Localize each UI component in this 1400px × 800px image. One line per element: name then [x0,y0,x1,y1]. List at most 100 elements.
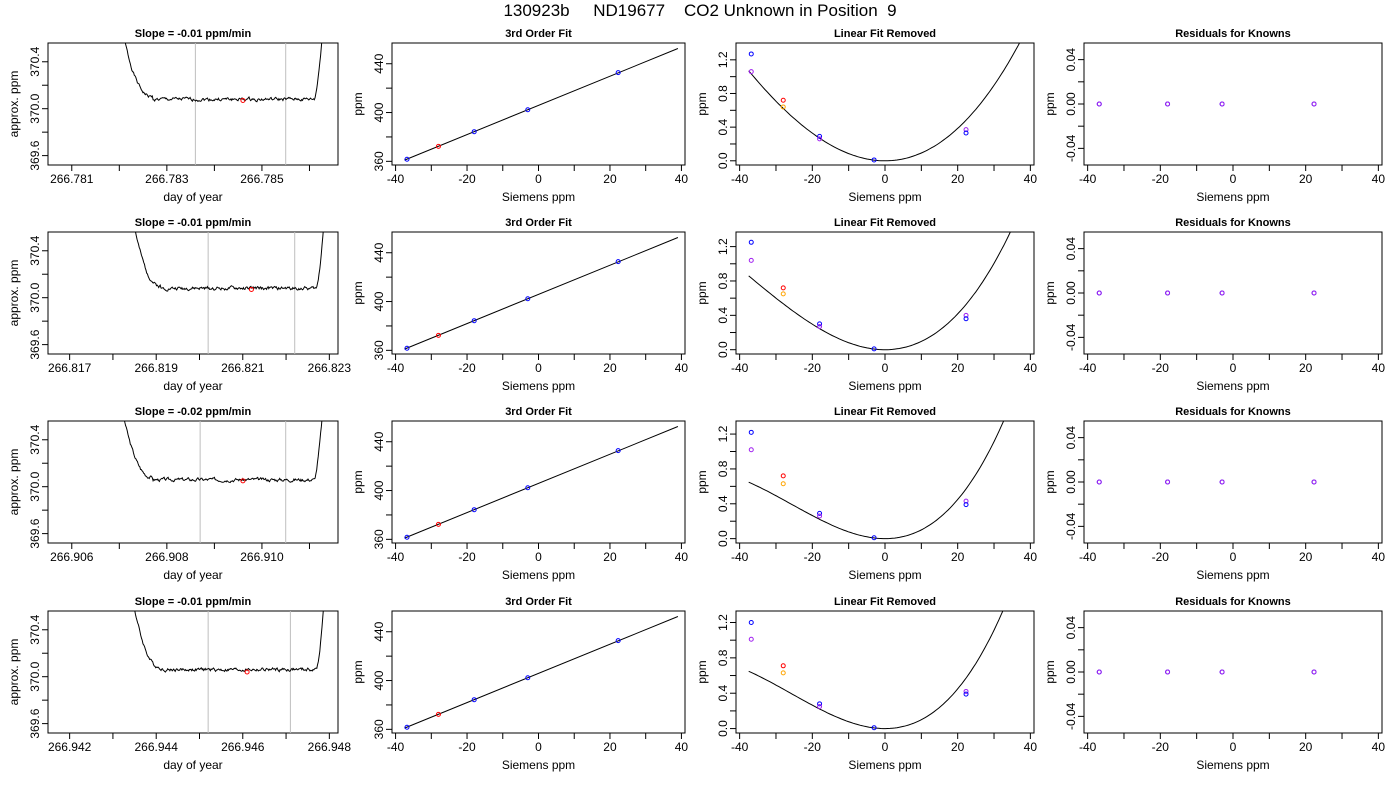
chart-13-plot-frame [47,610,339,734]
chart-6-data-point [404,345,410,351]
chart-12-plot-frame [1083,420,1383,544]
chart-12-x-tick-label: 40 [1372,550,1386,564]
chart-4-x-tick-label: -20 [1152,172,1170,186]
chart-5-title: Slope = -0.01 ppm/min [135,217,252,229]
chart-3-data-point [748,69,754,75]
chart-4-plot-frame [1083,42,1383,166]
chart-11-y-axis-label: ppm [695,470,709,493]
chart-11-data-point [780,481,786,487]
chart-5-y-tick-label: 369.6 [28,329,42,359]
chart-3-data-point [871,157,877,163]
chart-5-y-tick-label: 370.0 [28,282,42,312]
chart-12-x-tick-label: -40 [1079,550,1097,564]
chart-3-y-tick-label: 0.0 [716,152,730,169]
chart-14-data-point [435,711,441,717]
chart-14-fit-curve [404,616,679,729]
chart-2-fit-curve [404,48,679,161]
chart-9-x-axis-label: day of year [163,568,222,582]
chart-1-unknown-marker [240,97,246,103]
chart-12-x-tick-label: -20 [1152,550,1170,564]
chart-15-x-tick-label: 20 [951,740,965,754]
chart-5-unknown-marker [248,286,254,292]
chart-16-x-tick-label: -40 [1079,740,1097,754]
chart-4-x-tick-label: 40 [1372,172,1386,186]
chart-8-data-point [1096,290,1102,296]
chart-10-x-axis-label: Siemens ppm [502,568,575,582]
chart-10-fit-curve [404,426,679,539]
chart-6-plot-frame [391,231,686,355]
chart-3-data-point [780,104,786,110]
chart-7-x-tick-label: -20 [804,361,822,375]
chart-11-x-tick-label: 0 [882,550,889,564]
chart-7-plot-frame [735,231,1035,355]
chart-15-data-point [817,701,823,707]
chart-1-plot-frame [47,42,339,166]
chart-11-title: Linear Fit Removed [834,406,936,418]
chart-16-plot-frame [1083,610,1383,734]
chart-14-y-axis-label: ppm [351,660,365,683]
chart-15-y-tick-label: 0.4 [716,685,730,702]
chart-10-y-tick-label: 360 [372,529,386,549]
chart-15-data-point [780,670,786,676]
chart-14-y-tick-label: 400 [372,670,386,690]
chart-13-concentration-trace [134,611,324,673]
chart-16-y-tick-label: 0.00 [1064,660,1078,684]
chart-10-x-tick-label: -20 [458,550,476,564]
chart-12-x-tick-label: 20 [1299,550,1313,564]
chart-7-x-tick-label: -40 [731,361,749,375]
chart-10-y-tick-label: 440 [372,431,386,451]
chart-4-x-axis-label: Siemens ppm [1196,190,1269,204]
chart-1-x-tick-label: 266.781 [50,172,94,186]
chart-14-data-point [404,724,410,730]
chart-3-data-point [817,136,823,142]
chart-14-data-point [615,638,621,644]
chart-1-y-tick-label: 370.4 [28,46,42,76]
chart-6-x-tick-label: 0 [535,361,542,375]
chart-4-y-tick-label: -0.04 [1064,134,1078,162]
chart-10-data-point [404,534,410,540]
chart-1-x-tick-label: 266.785 [240,172,284,186]
chart-14-x-tick-label: 0 [535,740,542,754]
chart-16-x-axis-label: Siemens ppm [1196,758,1269,772]
chart-15-x-tick-label: -40 [731,740,749,754]
chart-16-x-tick-label: 40 [1372,740,1386,754]
chart-6-y-axis-label: ppm [351,281,365,304]
chart-9-y-tick-label: 370.4 [28,424,42,454]
chart-15-y-tick-label: 1.2 [716,614,730,631]
chart-11-x-tick-label: 40 [1024,550,1038,564]
chart-6-y-tick-label: 440 [372,242,386,262]
chart-7-x-tick-label: 20 [951,361,965,375]
chart-5-x-tick-label: 266.819 [135,361,179,375]
chart-6-fit-curve [404,237,679,350]
chart-5-plot-frame [47,231,339,355]
chart-12-data-point [1219,479,1225,485]
chart-10-data-point [435,521,441,527]
chart-5-y-tick-label: 370.4 [28,235,42,265]
chart-1-y-tick-label: 369.6 [28,140,42,170]
chart-4-data-point [1096,101,1102,107]
chart-11-data-point [963,502,969,508]
chart-11-y-tick-label: 0.8 [716,460,730,477]
chart-11-data-point [817,513,823,519]
chart-11-y-tick-label: 0.0 [716,530,730,547]
chart-10-data-point [471,507,477,513]
chart-1-x-tick-label: 266.783 [145,172,189,186]
chart-3-data-point [963,130,969,136]
chart-9-y-tick-label: 370.0 [28,471,42,501]
chart-4-data-point [1219,101,1225,107]
chart-14-y-tick-label: 360 [372,719,386,739]
chart-15-data-point [963,691,969,697]
chart-3-x-tick-label: -20 [804,172,822,186]
chart-2-y-axis-label: ppm [351,92,365,115]
chart-9-plot-frame [47,420,339,544]
chart-13-x-tick-label: 266.944 [135,740,179,754]
chart-6-x-axis-label: Siemens ppm [502,379,575,393]
chart-12-x-axis-label: Siemens ppm [1196,568,1269,582]
chart-2-data-point [471,129,477,135]
chart-3-data-point [748,51,754,57]
chart-8-y-axis-label: ppm [1043,281,1057,304]
chart-8-y-tick-label: 0.00 [1064,281,1078,305]
chart-9-concentration-trace [124,421,323,484]
chart-15-data-point [780,663,786,669]
chart-3-y-tick-label: 0.4 [716,118,730,135]
